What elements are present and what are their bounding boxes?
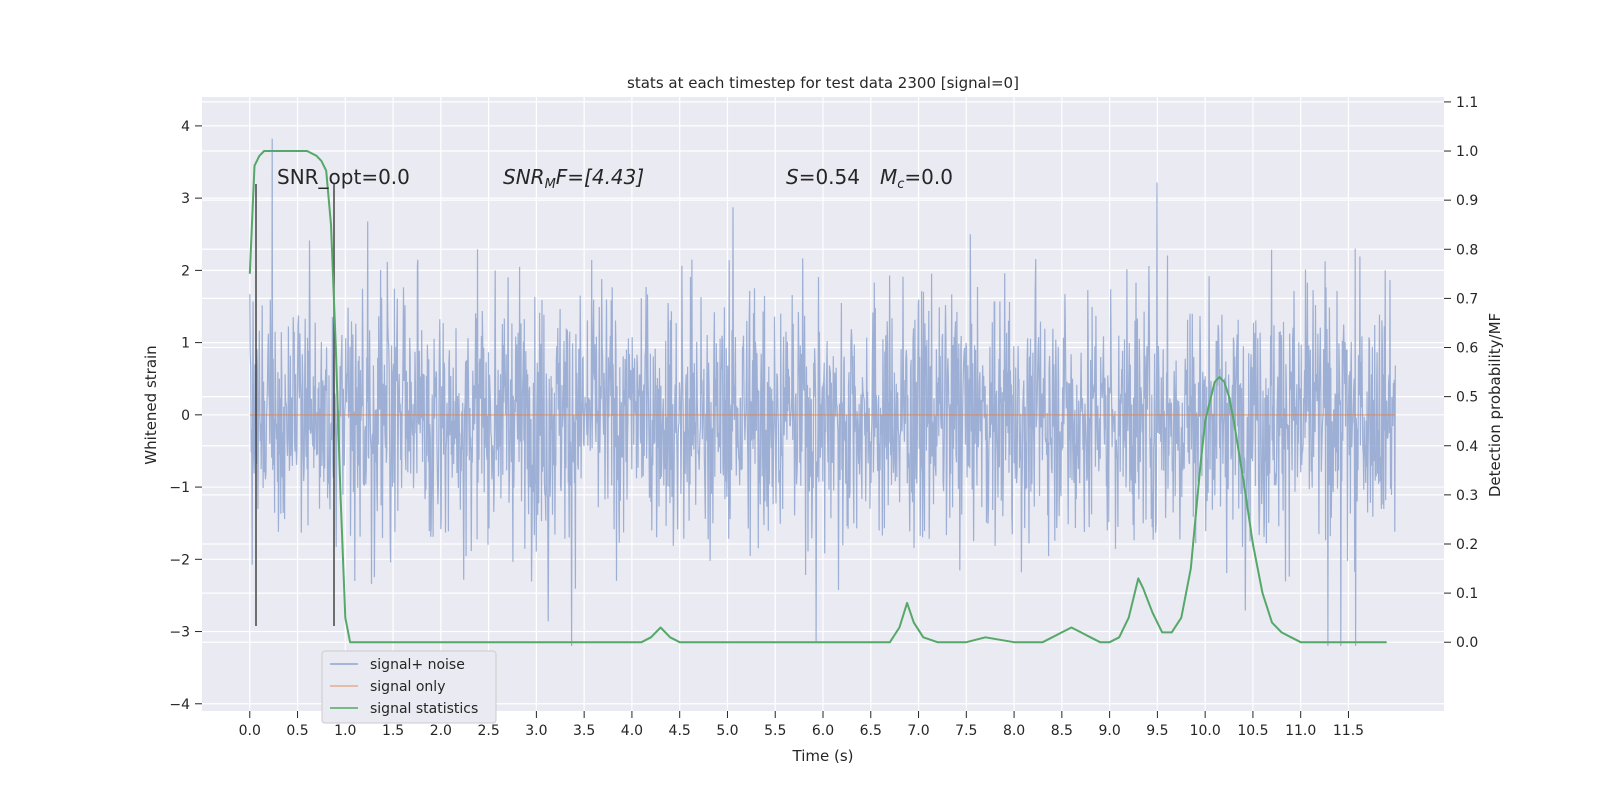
x-tick-label: 9.0 (1098, 723, 1120, 739)
annotation-s: S=0.54 (786, 165, 860, 189)
line-signal-noise (249, 138, 1396, 647)
x-tick-label: 5.5 (764, 723, 786, 739)
x-tick-label: 2.5 (477, 723, 499, 739)
y-tick-label: 2 (181, 263, 190, 279)
x-tick-label: 1.5 (382, 723, 404, 739)
x-tick-label: 9.5 (1146, 723, 1168, 739)
x-tick-label: 11.0 (1285, 723, 1316, 739)
x-tick-label: 7.0 (907, 723, 929, 739)
y2-tick-label: 0.6 (1456, 341, 1478, 357)
y2-axis-ticks: 1.1 1.0 0.9 0.8 0.7 0.6 0.5 0.4 0.3 0.2 0.1 0.0 (1444, 95, 1478, 651)
annotation-snr-mf: SNRMF=[4.43] (503, 165, 644, 192)
y-tick-label: −4 (169, 697, 190, 713)
x-tick-label: 3.5 (573, 723, 595, 739)
x-tick-label: 8.5 (1051, 723, 1073, 739)
y2-axis-label: Detection probability/MF (1486, 313, 1504, 497)
x-tick-label: 8.0 (1003, 723, 1025, 739)
x-tick-label: 1.0 (334, 723, 356, 739)
y-tick-label: 3 (181, 191, 190, 207)
x-tick-label: 0.5 (286, 723, 308, 739)
line-signal-statistics (248, 150, 1387, 644)
x-tick-label: 2.0 (430, 723, 452, 739)
series-signal-statistics (248, 150, 1387, 644)
x-tick-label: 7.5 (955, 723, 977, 739)
y-tick-label: −1 (169, 480, 190, 496)
x-tick-label: 4.5 (669, 723, 691, 739)
x-tick-label: 6.0 (812, 723, 834, 739)
y-tick-label: 4 (181, 119, 190, 135)
y2-tick-label: 0.1 (1456, 586, 1478, 602)
y-axis-label: Whitened strain (142, 345, 160, 464)
series-signal-noise (249, 138, 1396, 647)
y2-tick-label: 1.1 (1456, 95, 1478, 111)
y-axis-ticks: 4 3 2 1 0 −1 −2 −3 −4 (169, 119, 202, 713)
annotation-mc: Mc=0.0 (880, 165, 953, 192)
y-tick-label: 0 (181, 408, 190, 424)
legend-label-signal-statistics: signal statistics (370, 701, 478, 717)
y2-tick-label: 0.5 (1456, 390, 1478, 406)
legend-label-signal-noise: signal+ noise (370, 657, 465, 673)
y2-tick-label: 0.2 (1456, 537, 1478, 553)
x-tick-label: 11.5 (1333, 723, 1364, 739)
x-axis-ticks: 0.0 0.5 1.0 1.5 2.0 2.5 3.0 3.5 4.0 4.5 5.0 5.5 6.0 6… (239, 711, 1364, 739)
y-tick-label: 1 (181, 336, 190, 352)
y-tick-label: −3 (169, 625, 190, 641)
x-tick-label: 10.0 (1190, 723, 1221, 739)
legend: signal+ noise signal only signal statist… (321, 650, 497, 724)
y2-tick-label: 0.7 (1456, 291, 1478, 307)
x-tick-label: 5.0 (716, 723, 738, 739)
y2-tick-label: 0.0 (1456, 635, 1478, 651)
chart-title: stats at each timestep for test data 230… (627, 74, 1019, 92)
legend-box (321, 650, 497, 724)
x-tick-label: 3.0 (525, 723, 547, 739)
x-tick-label: 0.0 (239, 723, 261, 739)
x-tick-label: 6.5 (860, 723, 882, 739)
y2-tick-label: 0.4 (1456, 439, 1478, 455)
y2-tick-label: 1.0 (1456, 144, 1478, 160)
legend-label-signal-only: signal only (370, 679, 445, 695)
y2-tick-label: 0.3 (1456, 488, 1478, 504)
x-tick-label: 4.0 (621, 723, 643, 739)
y-tick-label: −2 (169, 552, 190, 568)
y2-tick-label: 0.9 (1456, 193, 1478, 209)
y2-tick-label: 0.8 (1456, 242, 1478, 258)
x-tick-label: 10.5 (1237, 723, 1268, 739)
x-axis-label: Time (s) (792, 747, 854, 765)
annotation-snr-opt: SNR_opt=0.0 (277, 165, 410, 189)
